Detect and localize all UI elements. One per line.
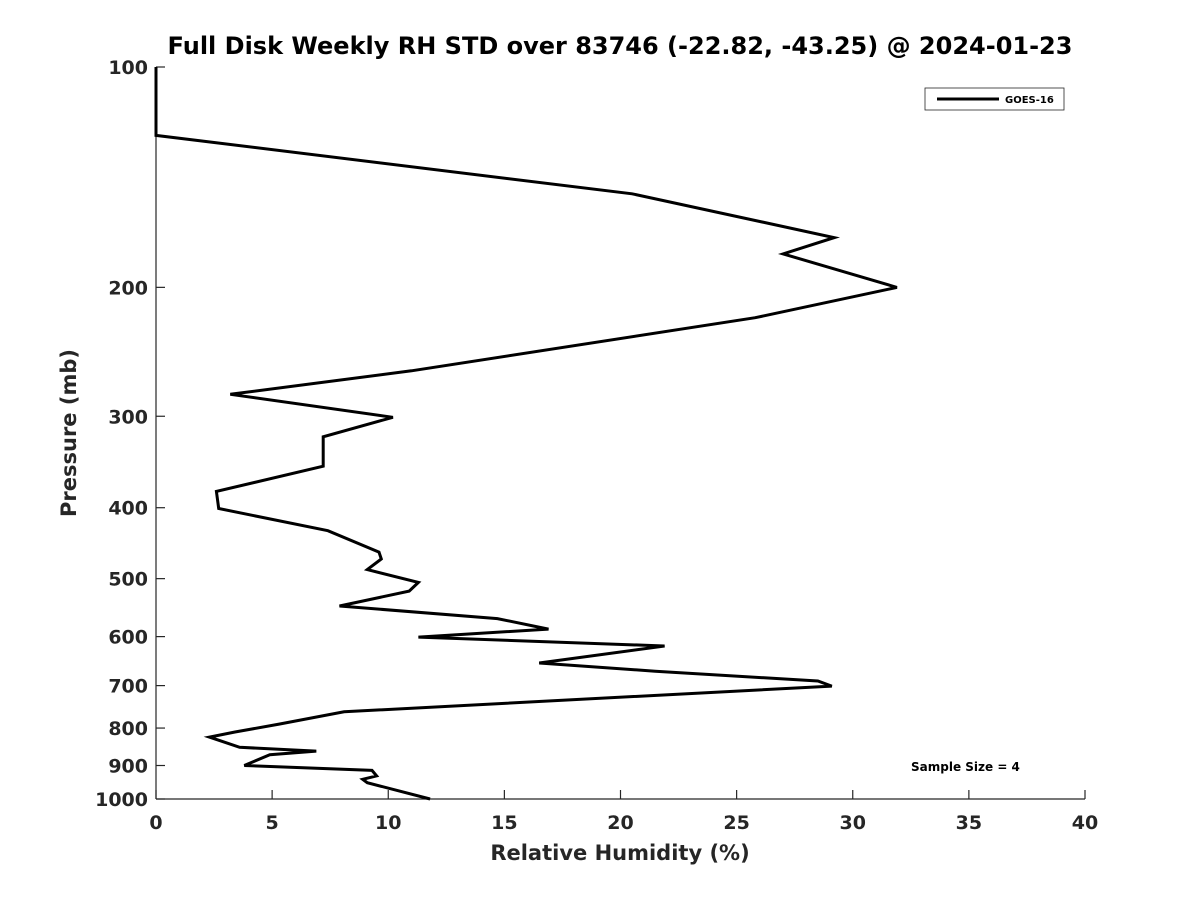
y-tick-label: 800 — [108, 718, 148, 740]
y-tick-label: 500 — [108, 569, 148, 591]
x-ticks: 0 5 10 15 20 25 30 35 40 — [149, 790, 1098, 834]
x-axis-label: Relative Humidity (%) — [490, 841, 749, 865]
y-ticks: 100 200 300 400 500 600 700 800 900 1000 — [95, 57, 165, 811]
y-tick-label: 700 — [108, 676, 148, 698]
y-tick-label: 1000 — [95, 789, 148, 811]
y-tick-label: 600 — [108, 627, 148, 649]
y-tick-label: 300 — [108, 406, 148, 428]
y-tick-label: 400 — [108, 498, 148, 520]
y-axis-label: Pressure (mb) — [57, 349, 81, 517]
series-layer — [154, 67, 898, 801]
x-tick-label: 35 — [956, 812, 982, 834]
series-line-goes-16 — [154, 67, 898, 801]
y-tick-label: 900 — [108, 756, 148, 778]
x-tick-label: 25 — [723, 812, 749, 834]
chart-title: Full Disk Weekly RH STD over 83746 (-22.… — [168, 32, 1073, 60]
x-tick-label: 40 — [1072, 812, 1098, 834]
legend-label: GOES-16 — [1005, 95, 1054, 106]
x-tick-label: 0 — [149, 812, 162, 834]
x-tick-label: 15 — [491, 812, 517, 834]
plot-area: 0 5 10 15 20 25 30 35 40 100 200 300 400 500 600 700 80… — [95, 57, 1098, 834]
x-tick-label: 10 — [375, 812, 401, 834]
sample-size-annotation: Sample Size = 4 — [911, 760, 1020, 774]
x-tick-label: 5 — [266, 812, 279, 834]
legend: GOES-16 — [924, 87, 1065, 111]
x-tick-label: 30 — [840, 812, 866, 834]
x-tick-label: 20 — [607, 812, 633, 834]
y-tick-label: 200 — [108, 277, 148, 299]
y-tick-label: 100 — [108, 57, 148, 79]
